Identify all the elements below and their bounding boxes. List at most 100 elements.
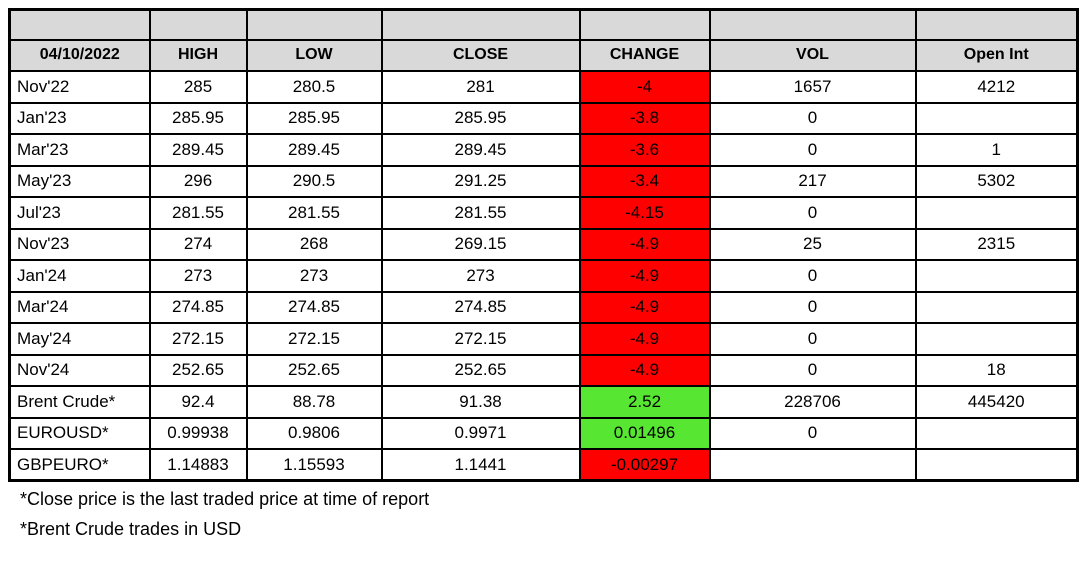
spacer-cell xyxy=(578,8,711,41)
open-int-value: 18 xyxy=(914,353,1079,387)
low-value: 272.15 xyxy=(245,322,383,356)
high-value: 289.45 xyxy=(148,133,248,167)
high-value: 281.55 xyxy=(148,196,248,230)
close-value: 273 xyxy=(380,259,581,293)
spacer-cell xyxy=(914,8,1079,41)
change-value: -0.00297 xyxy=(578,448,711,482)
close-value: 269.15 xyxy=(380,227,581,261)
footnotes: *Close price is the last traded price at… xyxy=(8,488,1076,540)
table-row: Nov'24 252.65 252.65 252.65 -4.9 0 18 xyxy=(8,353,1079,387)
low-value: 280.5 xyxy=(245,70,383,104)
open-int-value xyxy=(914,196,1079,230)
open-int-value: 1 xyxy=(914,133,1079,167)
table-row: May'24 272.15 272.15 272.15 -4.9 0 xyxy=(8,322,1079,356)
contract-label: Nov'23 xyxy=(8,227,151,261)
high-value: 296 xyxy=(148,164,248,198)
change-value: -3.6 xyxy=(578,133,711,167)
close-value: 252.65 xyxy=(380,353,581,387)
contract-label: GBPEURO* xyxy=(8,448,151,482)
change-value: -3.4 xyxy=(578,164,711,198)
contract-label: Jan'23 xyxy=(8,101,151,135)
vol-value: 0 xyxy=(708,101,917,135)
vol-value: 0 xyxy=(708,259,917,293)
low-value: 0.9806 xyxy=(245,416,383,450)
vol-value: 0 xyxy=(708,290,917,324)
low-value: 252.65 xyxy=(245,353,383,387)
column-header-low: LOW xyxy=(245,38,383,72)
column-header-high: HIGH xyxy=(148,38,248,72)
change-value: -4 xyxy=(578,70,711,104)
open-int-value xyxy=(914,416,1079,450)
column-header-close: CLOSE xyxy=(380,38,581,72)
high-value: 1.14883 xyxy=(148,448,248,482)
change-value: -4.9 xyxy=(578,290,711,324)
spacer-cell xyxy=(708,8,917,41)
close-value: 272.15 xyxy=(380,322,581,356)
open-int-value xyxy=(914,322,1079,356)
low-value: 1.15593 xyxy=(245,448,383,482)
table-row: May'23 296 290.5 291.25 -3.4 217 5302 xyxy=(8,164,1079,198)
open-int-value xyxy=(914,448,1079,482)
footnote-close-price: *Close price is the last traded price at… xyxy=(20,489,430,509)
low-value: 88.78 xyxy=(245,385,383,419)
change-value: -3.8 xyxy=(578,101,711,135)
high-value: 274.85 xyxy=(148,290,248,324)
table-row: GBPEURO* 1.14883 1.15593 1.1441 -0.00297 xyxy=(8,448,1079,482)
table-body: Nov'22 285 280.5 281 -4 1657 4212 Jan'23 285.95 2… xyxy=(8,70,1079,482)
high-value: 285 xyxy=(148,70,248,104)
spacer-row xyxy=(8,8,1079,41)
spacer-cell xyxy=(380,8,581,41)
vol-value: 0 xyxy=(708,133,917,167)
contract-label: Jul'23 xyxy=(8,196,151,230)
low-value: 273 xyxy=(245,259,383,293)
vol-value: 1657 xyxy=(708,70,917,104)
high-value: 285.95 xyxy=(148,101,248,135)
change-value: -4.15 xyxy=(578,196,711,230)
open-int-value: 445420 xyxy=(914,385,1079,419)
low-value: 274.85 xyxy=(245,290,383,324)
table-row: Mar'23 289.45 289.45 289.45 -3.6 0 1 xyxy=(8,133,1079,167)
close-value: 281 xyxy=(380,70,581,104)
open-int-value xyxy=(914,101,1079,135)
high-value: 273 xyxy=(148,259,248,293)
contract-label: Mar'24 xyxy=(8,290,151,324)
table-row: Jan'24 273 273 273 -4.9 0 xyxy=(8,259,1079,293)
close-value: 289.45 xyxy=(380,133,581,167)
spacer-cell xyxy=(148,8,248,41)
contract-label: Brent Crude* xyxy=(8,385,151,419)
table-row: EUROUSD* 0.99938 0.9806 0.9971 0.01496 0 xyxy=(8,416,1079,450)
change-value: 0.01496 xyxy=(578,416,711,450)
change-value: -4.9 xyxy=(578,259,711,293)
change-value: 2.52 xyxy=(578,385,711,419)
change-value: -4.9 xyxy=(578,227,711,261)
open-int-value xyxy=(914,259,1079,293)
high-value: 92.4 xyxy=(148,385,248,419)
change-value: -4.9 xyxy=(578,322,711,356)
vol-value: 0 xyxy=(708,416,917,450)
high-value: 272.15 xyxy=(148,322,248,356)
column-header-open-int: Open Int xyxy=(914,38,1079,72)
contract-label: Jan'24 xyxy=(8,259,151,293)
table-row: Nov'23 274 268 269.15 -4.9 25 2315 xyxy=(8,227,1079,261)
close-value: 0.9971 xyxy=(380,416,581,450)
open-int-value: 5302 xyxy=(914,164,1079,198)
close-value: 285.95 xyxy=(380,101,581,135)
close-value: 291.25 xyxy=(380,164,581,198)
contract-label: May'24 xyxy=(8,322,151,356)
close-value: 91.38 xyxy=(380,385,581,419)
high-value: 0.99938 xyxy=(148,416,248,450)
vol-value xyxy=(708,448,917,482)
table-row: Mar'24 274.85 274.85 274.85 -4.9 0 xyxy=(8,290,1079,324)
column-header-change: CHANGE xyxy=(578,38,711,72)
contract-label: EUROUSD* xyxy=(8,416,151,450)
vol-value: 0 xyxy=(708,322,917,356)
contract-label: Mar'23 xyxy=(8,133,151,167)
open-int-value: 2315 xyxy=(914,227,1079,261)
low-value: 281.55 xyxy=(245,196,383,230)
column-header-vol: VOL xyxy=(708,38,917,72)
vol-value: 217 xyxy=(708,164,917,198)
contract-label: Nov'24 xyxy=(8,353,151,387)
footnote-brent-crude: *Brent Crude trades in USD xyxy=(20,519,242,539)
table-row: Jul'23 281.55 281.55 281.55 -4.15 0 xyxy=(8,196,1079,230)
close-value: 1.1441 xyxy=(380,448,581,482)
